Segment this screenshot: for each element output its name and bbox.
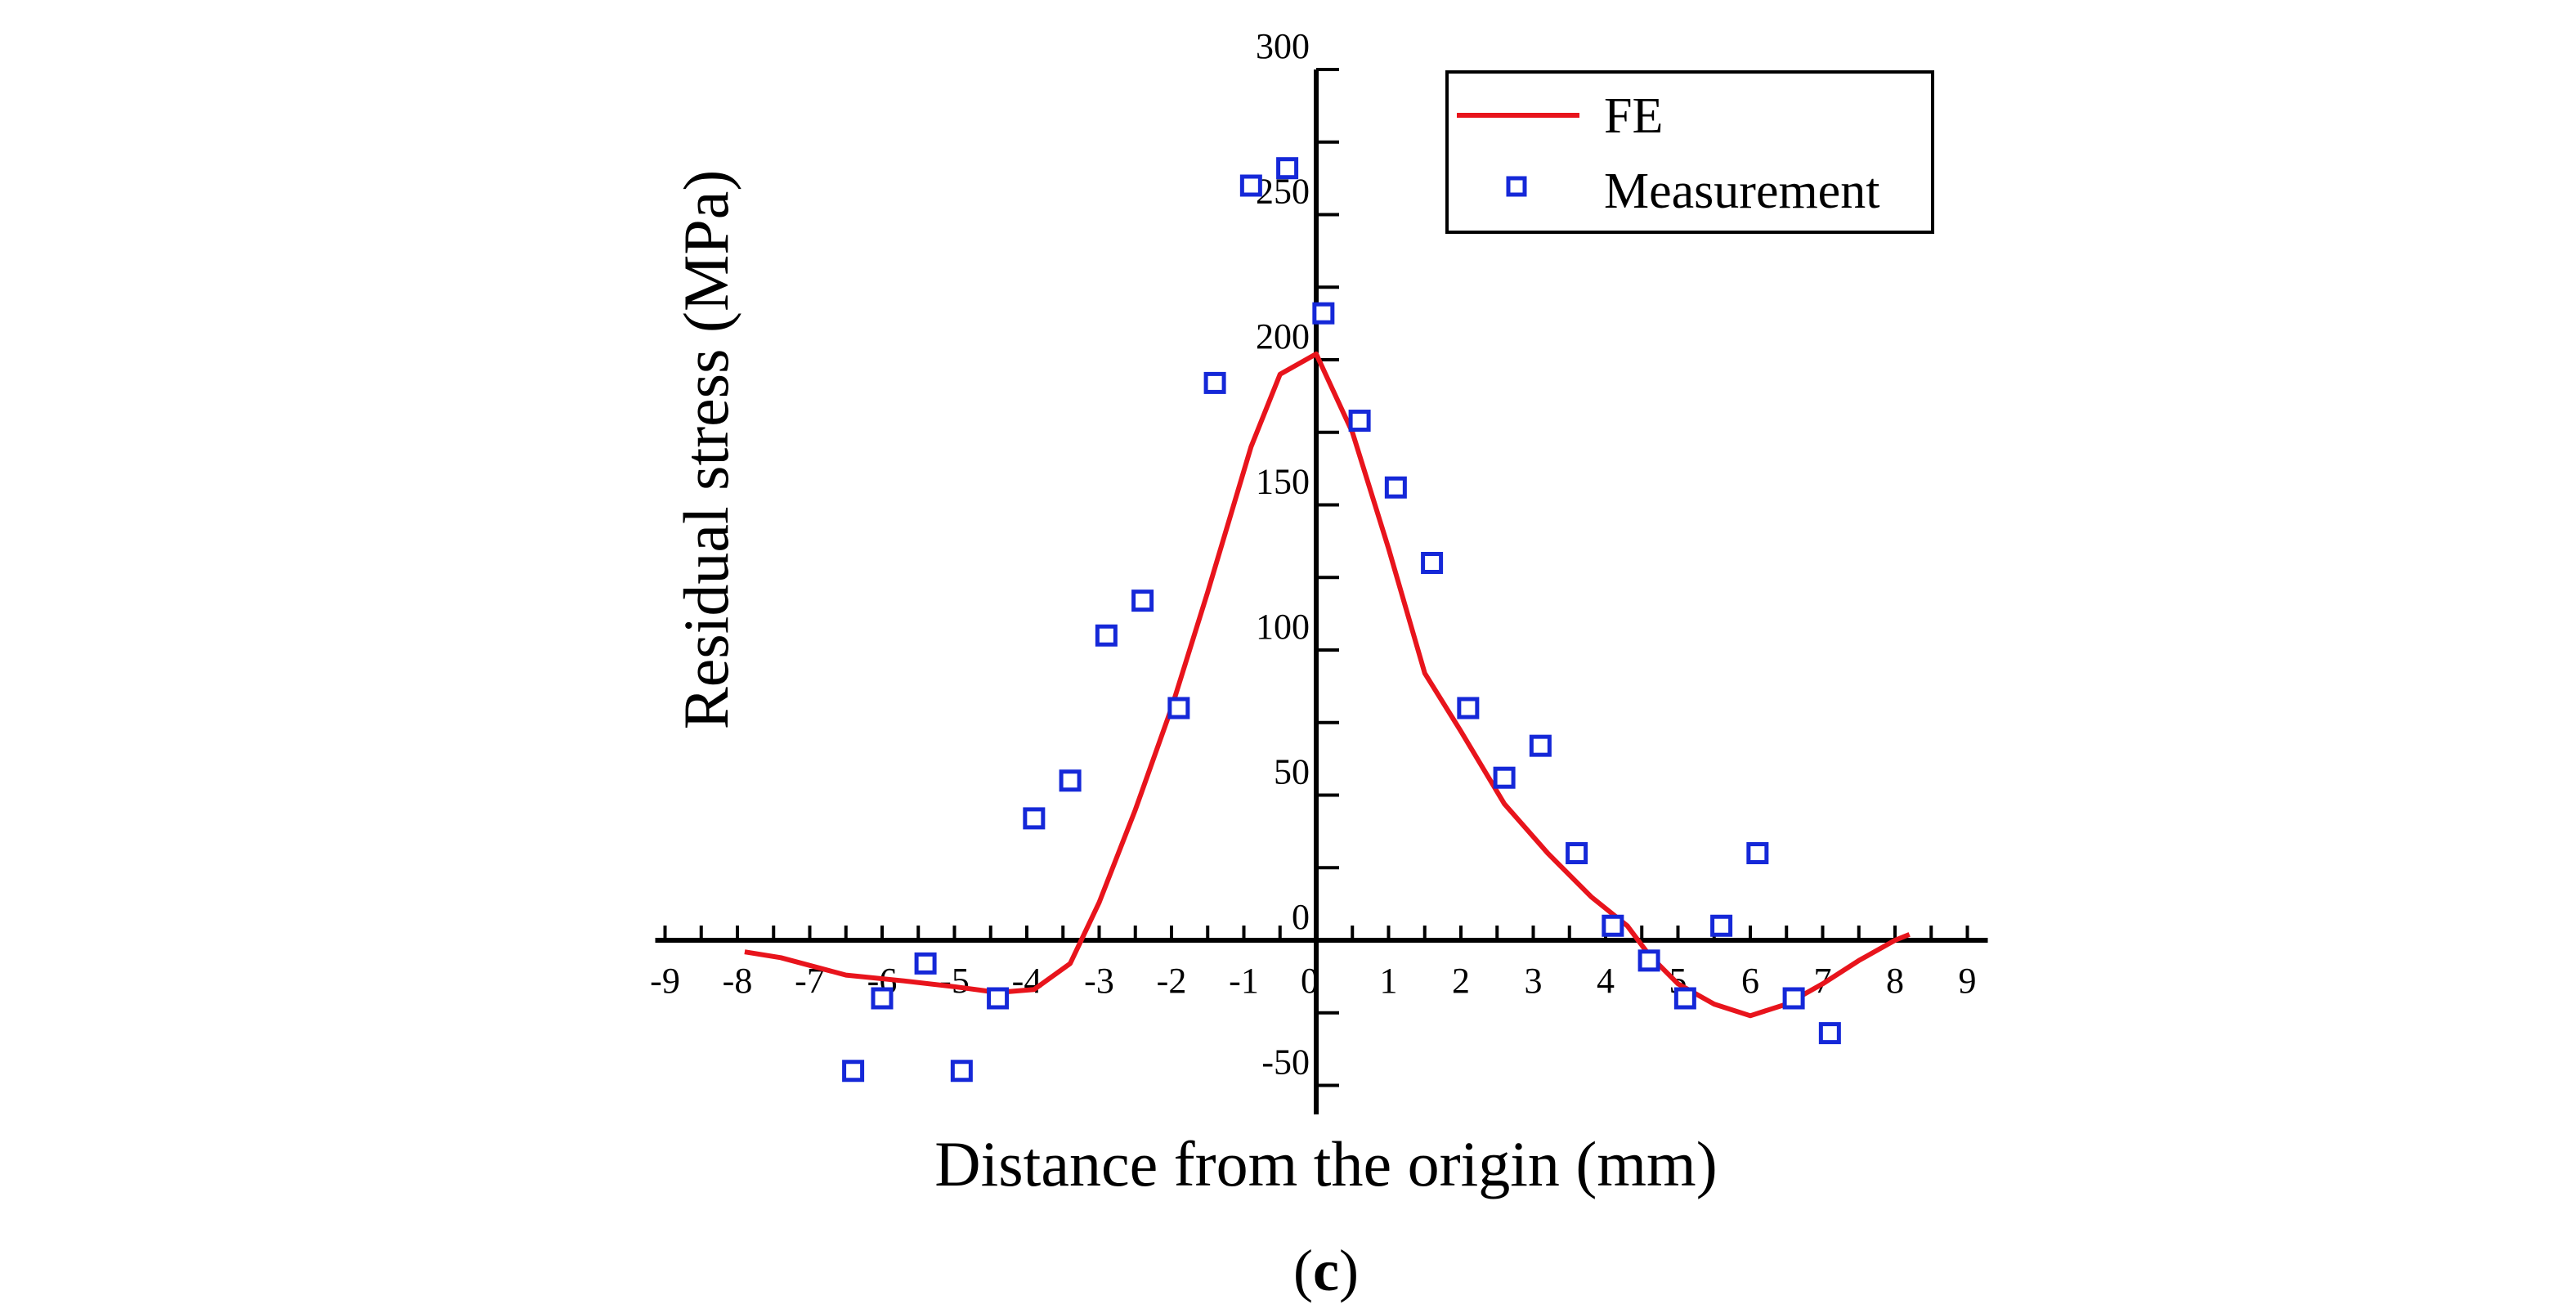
legend-measurement-label: Measurement [1604, 164, 1879, 219]
x-tick-label: -2 [1157, 961, 1187, 1001]
measurement-point [914, 952, 937, 975]
x-tick-label: 2 [1452, 961, 1470, 1001]
x-tick-label: 7 [1814, 961, 1832, 1001]
x-tick-label: 6 [1741, 961, 1759, 1001]
measurement-point [1566, 842, 1588, 864]
x-tick-label: 3 [1525, 961, 1543, 1001]
measurement-point [1312, 302, 1335, 325]
measurement-point [1818, 1022, 1841, 1045]
y-tick-label: 0 [1292, 897, 1310, 937]
measurement-point [1059, 769, 1082, 792]
legend-measurement-swatch [1506, 176, 1527, 197]
y-axis-title: Residual stress (MPa) [670, 170, 741, 730]
legend: FE Measurement [1445, 70, 1934, 234]
x-tick-label: -9 [650, 961, 680, 1001]
measurement-point [1457, 697, 1480, 720]
y-tick-label: -50 [1261, 1042, 1310, 1083]
x-tick-label: -4 [1012, 961, 1042, 1001]
measurement-point [1673, 987, 1696, 1010]
y-tick-label: 100 [1256, 607, 1310, 647]
y-tick-label: 300 [1256, 26, 1310, 66]
measurement-point [1710, 914, 1733, 937]
svg-text:(c): (c) [1293, 1238, 1359, 1303]
y-tick-label: 150 [1256, 462, 1310, 502]
panel-label-letter: c [1313, 1238, 1339, 1303]
legend-fe-label: FE [1604, 88, 1663, 144]
x-tick-label: 9 [1959, 961, 1977, 1001]
measurement-point [1746, 842, 1769, 864]
measurement-point [950, 1060, 973, 1083]
measurement-point [1203, 371, 1226, 394]
measurement-point [1239, 174, 1262, 197]
measurement-point [842, 1060, 865, 1083]
x-tick-label: 4 [1597, 961, 1615, 1001]
series-fe-line [744, 351, 1911, 1019]
measurement-point [987, 987, 1010, 1010]
legend-box [1445, 70, 1934, 234]
y-tick-label: 200 [1256, 316, 1310, 356]
measurement-point [1167, 697, 1190, 720]
measurement-point [1276, 157, 1299, 180]
measurement-point [1023, 807, 1046, 830]
x-axis-title: Distance from the origin (mm) [934, 1128, 1717, 1199]
measurement-point [1348, 410, 1371, 433]
series-measurement-markers [842, 157, 1841, 1083]
measurement-point [1602, 914, 1624, 937]
measurement-point [1782, 987, 1805, 1010]
measurement-point [1529, 734, 1552, 757]
measurement-point [1637, 949, 1660, 972]
x-tick-label: -1 [1229, 961, 1259, 1001]
measurement-point [1421, 552, 1444, 574]
x-tick-label: -8 [723, 961, 753, 1001]
measurement-point [1095, 624, 1118, 647]
x-tick-label: -5 [939, 961, 970, 1001]
y-tick-label: 50 [1274, 752, 1310, 792]
measurement-point [1131, 589, 1154, 612]
measurement-point [1493, 766, 1516, 789]
x-tick-label: 1 [1380, 961, 1398, 1001]
measurement-point [1384, 476, 1407, 499]
x-tick-label: 8 [1886, 961, 1904, 1001]
measurement-point [871, 987, 894, 1010]
x-axis-ticks: -9 -8 -7 -6 -5 -4 -3 -2 -1 0 1 2 3 4 5 6 7 8 9 [650, 926, 1977, 1001]
panel-label: (c) [1293, 1238, 1359, 1303]
x-tick-label: -3 [1084, 961, 1114, 1001]
